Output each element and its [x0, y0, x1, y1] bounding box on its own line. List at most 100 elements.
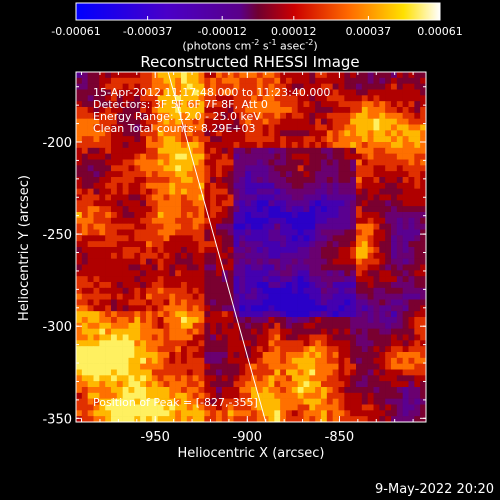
heatmap-cell	[332, 322, 339, 329]
heatmap-cell	[151, 171, 158, 178]
heatmap-cell	[151, 130, 158, 137]
heatmap-cell	[396, 410, 403, 417]
heatmap-cell	[151, 136, 158, 143]
colorbar-gradient	[75, 2, 441, 21]
heatmap-cell	[262, 124, 269, 131]
heatmap-cell	[344, 188, 351, 195]
heatmap-cell	[239, 142, 246, 149]
heatmap-cell	[274, 352, 281, 359]
heatmap-cell	[198, 410, 205, 417]
heatmap-cell	[128, 334, 135, 341]
heatmap-cell	[81, 352, 88, 359]
heatmap-cell	[111, 247, 118, 254]
heatmap-cell	[303, 136, 310, 143]
heatmap-cell	[385, 136, 392, 143]
heatmap-cell	[186, 322, 193, 329]
heatmap-cell	[169, 287, 176, 294]
heatmap-cell	[181, 305, 188, 312]
heatmap-cell	[361, 147, 368, 154]
heatmap-cell	[81, 200, 88, 207]
heatmap-cell	[87, 276, 94, 283]
heatmap-cell	[315, 387, 322, 394]
heatmap-cell	[256, 77, 263, 84]
heatmap-cell	[321, 77, 328, 84]
heatmap-cell	[356, 276, 363, 283]
heatmap-cell	[402, 153, 409, 160]
heatmap-cell	[210, 387, 217, 394]
heatmap-cell	[169, 317, 176, 324]
heatmap-cell	[111, 293, 118, 300]
heatmap-cell	[251, 317, 258, 324]
heatmap-cell	[116, 305, 123, 312]
heatmap-cell	[286, 264, 293, 271]
heatmap-cell	[385, 212, 392, 219]
heatmap-cell	[379, 270, 386, 277]
heatmap-cell	[309, 282, 316, 289]
heatmap-cell	[233, 270, 240, 277]
heatmap-cell	[216, 381, 223, 388]
heatmap-cell	[256, 282, 263, 289]
heatmap-cell	[186, 241, 193, 248]
heatmap-cell	[379, 136, 386, 143]
heatmap-cell	[122, 387, 129, 394]
heatmap-cell	[280, 392, 287, 399]
heatmap-cell	[192, 194, 199, 201]
heatmap-cell	[309, 229, 316, 236]
heatmap-cell	[157, 136, 164, 143]
heatmap-cell	[356, 171, 363, 178]
heatmap-cell	[151, 223, 158, 230]
heatmap-cell	[332, 235, 339, 242]
heatmap-cell	[87, 311, 94, 318]
heatmap-cell	[396, 357, 403, 364]
heatmap-cell	[309, 328, 316, 335]
heatmap-cell	[204, 381, 211, 388]
heatmap-cell	[87, 363, 94, 370]
heatmap-cell	[116, 112, 123, 119]
heatmap-cell	[420, 72, 427, 79]
heatmap-cell	[356, 340, 363, 347]
heatmap-cell	[256, 404, 263, 411]
heatmap-cell	[356, 147, 363, 154]
heatmap-cell	[315, 72, 322, 79]
heatmap-cell	[181, 264, 188, 271]
heatmap-cell	[274, 223, 281, 230]
heatmap-cell	[198, 270, 205, 277]
heatmap-cell	[309, 72, 316, 79]
heatmap-cell	[216, 165, 223, 172]
heatmap-cell	[280, 299, 287, 306]
heatmap-cell	[210, 398, 217, 405]
heatmap-cell	[414, 188, 421, 195]
heatmap-cell	[338, 322, 345, 329]
heatmap-cell	[181, 188, 188, 195]
heatmap-cell	[128, 363, 135, 370]
heatmap-cell	[361, 118, 368, 125]
heatmap-cell	[268, 118, 275, 125]
heatmap-cell	[99, 282, 106, 289]
heatmap-cell	[326, 404, 333, 411]
heatmap-cell	[239, 346, 246, 353]
heatmap-cell	[262, 287, 269, 294]
heatmap-cell	[356, 264, 363, 271]
heatmap-cell	[315, 317, 322, 324]
heatmap-cell	[256, 270, 263, 277]
heatmap-cell	[169, 363, 176, 370]
heatmap-cell	[361, 112, 368, 119]
heatmap-cell	[221, 322, 228, 329]
heatmap-cells	[76, 72, 427, 423]
heatmap-cell	[321, 264, 328, 271]
heatmap-cell	[186, 375, 193, 382]
heatmap-cell	[268, 276, 275, 283]
heatmap-cell	[227, 188, 234, 195]
heatmap-cell	[286, 194, 293, 201]
heatmap-cell	[233, 398, 240, 405]
heatmap-cell	[391, 276, 398, 283]
heatmap-cell	[105, 352, 112, 359]
heatmap-cell	[309, 130, 316, 137]
heatmap-cell	[408, 200, 415, 207]
heatmap-cell	[245, 334, 252, 341]
heatmap-cell	[280, 322, 287, 329]
colorbar: -0.00061 -0.00037 -0.00012 0.00012 0.00037 0.…	[51, 2, 463, 38]
heatmap-cell	[163, 130, 170, 137]
heatmap-cell	[157, 241, 164, 248]
heatmap-cell	[332, 83, 339, 90]
